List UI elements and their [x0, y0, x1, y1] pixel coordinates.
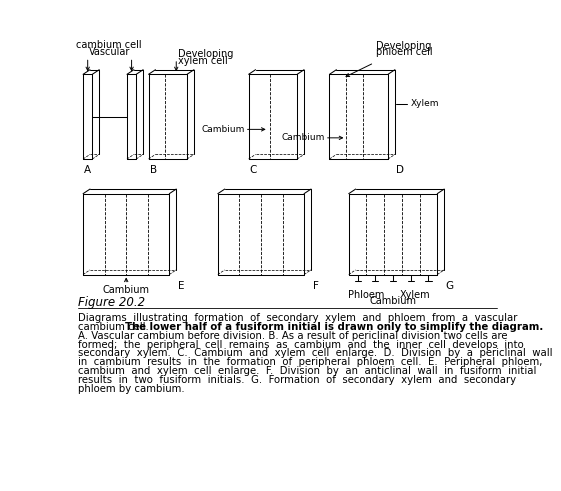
Text: D: D: [397, 165, 404, 175]
Text: Phloem: Phloem: [348, 290, 385, 300]
Text: xylem cell: xylem cell: [178, 56, 228, 66]
Text: Vascular: Vascular: [89, 47, 130, 56]
Text: secondary  xylem.  C.  Cambium  and  xylem  cell  enlarge.  D.  Division  by  a : secondary xylem. C. Cambium and xylem ce…: [77, 349, 552, 358]
Text: cambium cell.: cambium cell.: [77, 322, 151, 332]
Text: phloem by cambium.: phloem by cambium.: [77, 384, 185, 394]
Text: Xylem: Xylem: [410, 100, 439, 109]
Text: Developing: Developing: [376, 41, 431, 51]
Text: Cambium: Cambium: [103, 285, 150, 295]
Text: cambium cell: cambium cell: [76, 40, 142, 51]
Text: F: F: [312, 281, 319, 291]
Text: The lower half of a fusiform initial is drawn only to simplify the diagram.: The lower half of a fusiform initial is …: [126, 322, 544, 332]
Text: Cambium: Cambium: [370, 296, 416, 306]
Text: Developing: Developing: [178, 49, 233, 59]
Text: phloem cell: phloem cell: [376, 47, 433, 57]
Text: B: B: [150, 165, 157, 175]
Text: G: G: [446, 281, 454, 291]
Text: results  in  two  fusiform  initials.  G.  Formation  of  secondary  xylem  and : results in two fusiform initials. G. For…: [77, 375, 516, 385]
Text: formed;  the  peripheral  cell  remains  as  cambium  and  the  inner  cell  dev: formed; the peripheral cell remains as c…: [77, 340, 523, 350]
Text: Cambium: Cambium: [282, 134, 325, 142]
Text: Xylem: Xylem: [399, 290, 430, 300]
Text: A: A: [84, 165, 91, 175]
Text: Figure 20.2: Figure 20.2: [77, 296, 145, 309]
Text: C: C: [250, 165, 257, 175]
Text: Diagrams  illustrating  formation  of  secondary  xylem  and  phloem  from  a  v: Diagrams illustrating formation of secon…: [77, 313, 517, 323]
Text: Cambium: Cambium: [201, 125, 245, 134]
Text: in  cambium  results  in  the  formation  of  peripheral  phloem  cell.  E.  Per: in cambium results in the formation of p…: [77, 357, 542, 367]
Text: A. Vascular cambium before division. B. As a result of periclinal division two c: A. Vascular cambium before division. B. …: [77, 331, 507, 341]
Text: cambium  and  xylem  cell  enlarge.  F.  Division  by  an  anticlinal  wall  in : cambium and xylem cell enlarge. F. Divis…: [77, 366, 536, 376]
Text: E: E: [178, 281, 184, 291]
